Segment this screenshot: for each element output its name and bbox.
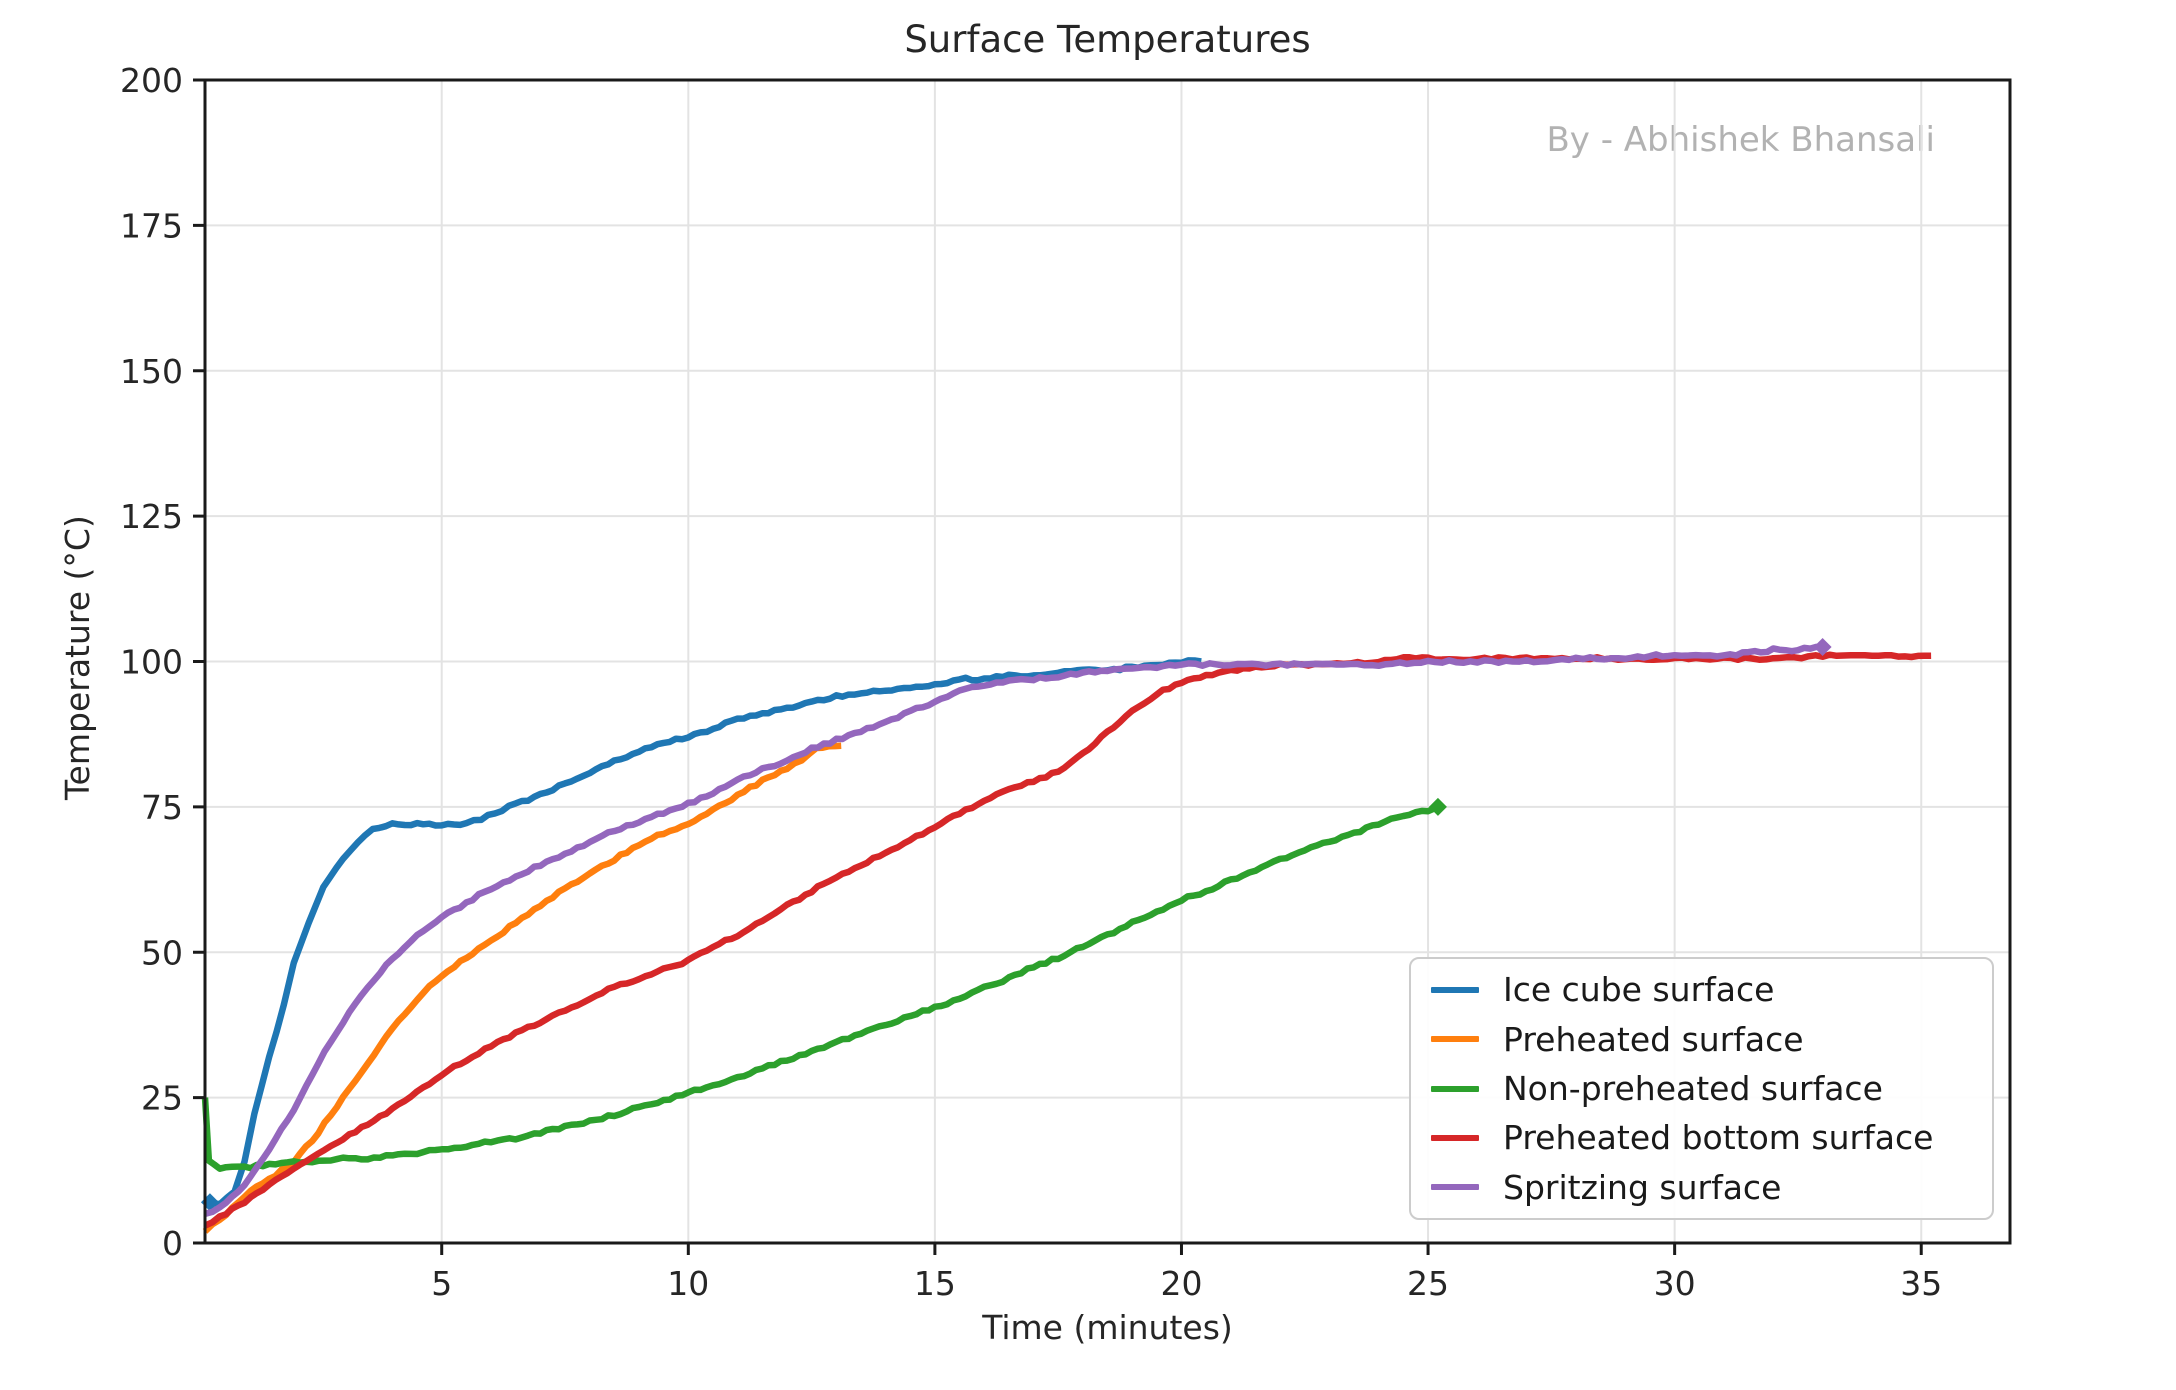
chart-title: Surface Temperatures: [904, 18, 1311, 61]
series-line: [202, 742, 842, 1234]
y-tick-label: 50: [141, 933, 183, 972]
y-tick-label: 100: [120, 643, 183, 682]
legend-line-swatch: [1431, 986, 1479, 993]
y-tick-label: 25: [141, 1079, 183, 1118]
legend-item: Preheated surface: [1431, 1014, 1992, 1063]
x-tick-label: 35: [1900, 1264, 1942, 1303]
series-line: [201, 803, 1440, 1172]
legend-label: Ice cube surface: [1503, 970, 1775, 1010]
legend-item: Spritzing surface: [1431, 1163, 1992, 1212]
x-tick-label: 15: [914, 1264, 956, 1303]
y-tick-label: 150: [120, 352, 183, 391]
legend-line-swatch: [1431, 1134, 1479, 1141]
y-tick-label: 0: [162, 1224, 183, 1263]
series-line: [204, 643, 1823, 1218]
legend-label: Preheated surface: [1503, 1019, 1804, 1059]
y-tick-label: 125: [120, 497, 183, 536]
legend-line-swatch: [1431, 1184, 1479, 1191]
legend: Ice cube surface Preheated surface Non-pre…: [1409, 957, 1994, 1220]
x-axis-label: Time (minutes): [982, 1308, 1233, 1347]
x-tick-label: 20: [1160, 1264, 1202, 1303]
x-tick-label: 30: [1654, 1264, 1696, 1303]
series-endpoint-marker: [1428, 797, 1447, 816]
legend-item: Preheated bottom surface: [1431, 1113, 1992, 1162]
x-tick-label: 10: [667, 1264, 709, 1303]
x-tick-label: 5: [431, 1264, 452, 1303]
y-tick-label: 175: [120, 206, 183, 245]
legend-label: Spritzing surface: [1503, 1167, 1782, 1207]
legend-line-swatch: [1431, 1036, 1479, 1043]
y-tick-label: 75: [141, 788, 183, 827]
series-endpoint-marker: [1813, 637, 1832, 656]
y-axis-label: Temperature (°C): [58, 515, 97, 800]
legend-item: Non-preheated surface: [1431, 1064, 1992, 1113]
legend-line-swatch: [1431, 1085, 1479, 1092]
watermark-text: By - Abhishek Bhansali: [1546, 120, 1935, 160]
legend-item: Ice cube surface: [1431, 965, 1992, 1014]
y-tick-label: 200: [120, 61, 183, 100]
legend-label: Preheated bottom surface: [1503, 1118, 1934, 1158]
legend-label: Non-preheated surface: [1503, 1069, 1883, 1108]
x-tick-label: 25: [1407, 1264, 1449, 1303]
series-line: [209, 657, 1202, 1208]
